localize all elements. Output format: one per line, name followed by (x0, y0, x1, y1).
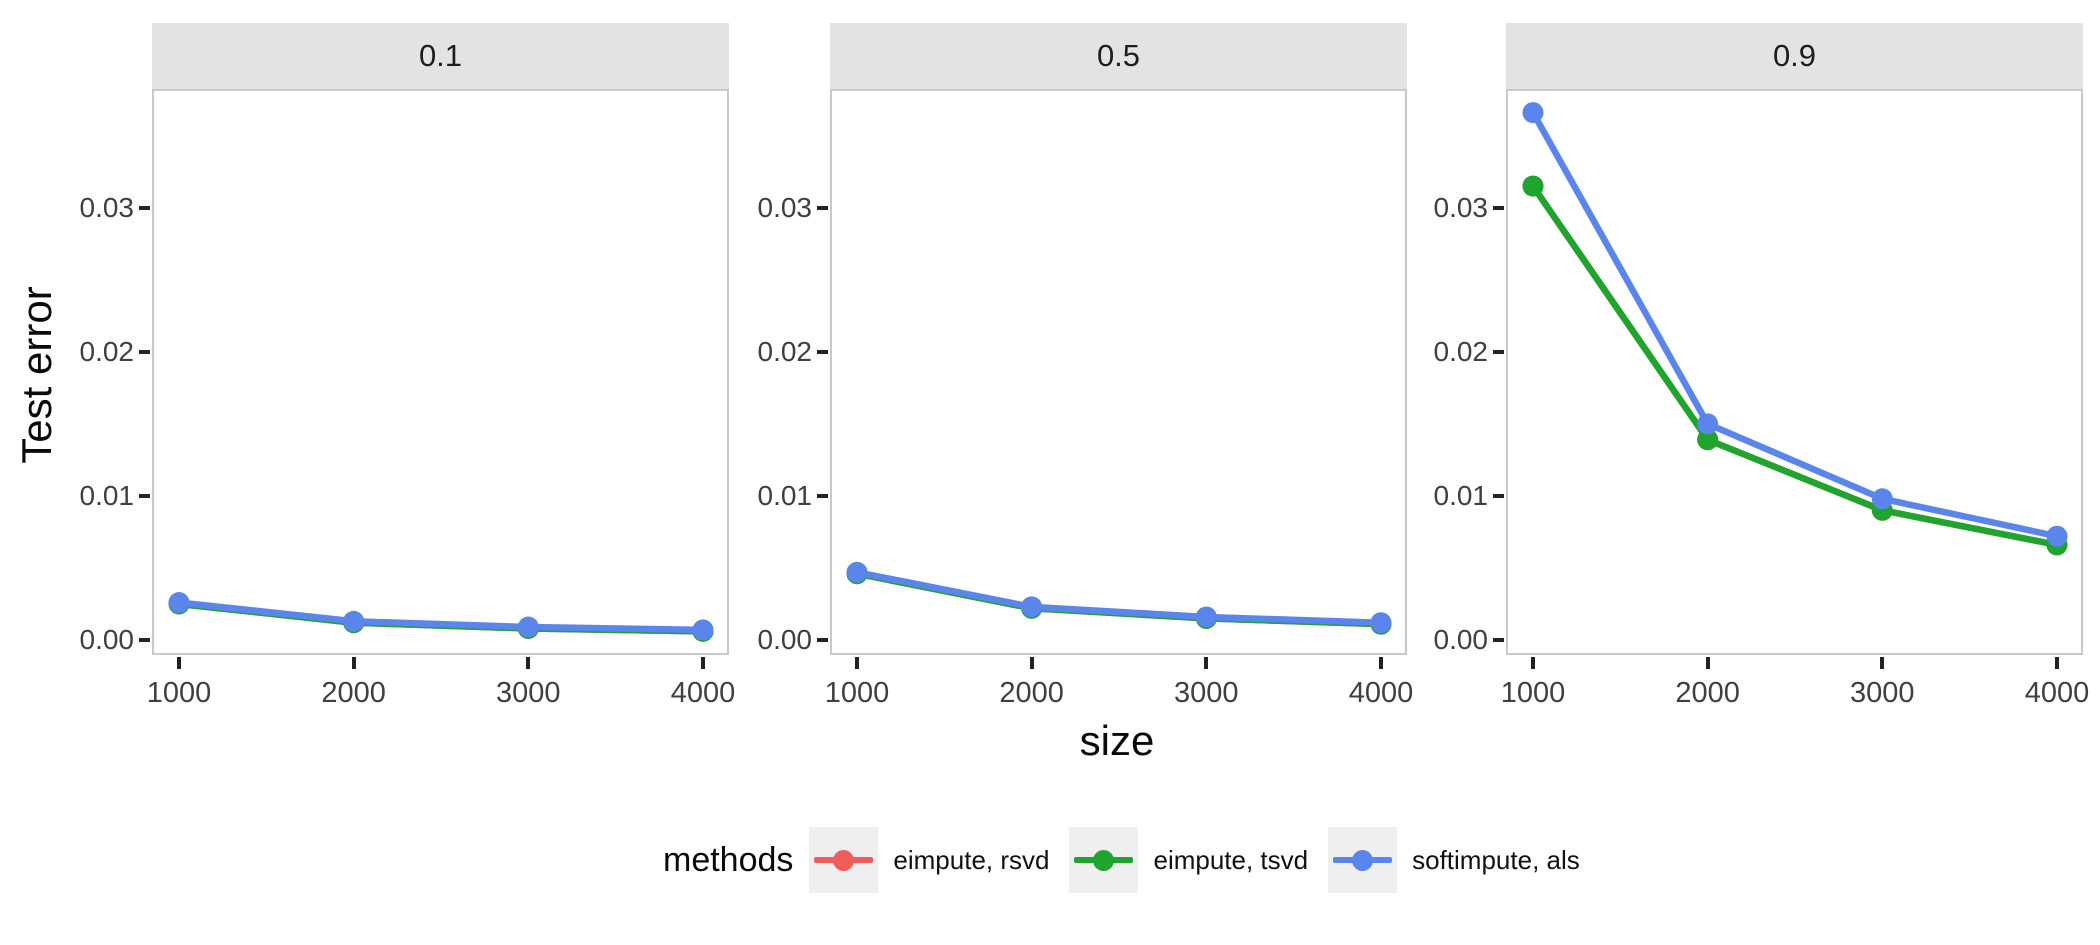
facet-strip: 0.5 (830, 23, 1407, 89)
facet-panel (830, 89, 1407, 655)
y-axis-tick-label: 0.03 (757, 191, 813, 223)
y-axis-tick (1493, 205, 1504, 210)
legend-key (809, 827, 879, 893)
data-point-softimpute-als (343, 610, 365, 632)
data-point-softimpute-als (692, 619, 714, 641)
data-point-softimpute-als (517, 616, 539, 638)
facet-panel (152, 89, 729, 655)
x-axis-tick-label: 3000 (1850, 677, 1915, 709)
x-axis-tick (1705, 657, 1710, 669)
facet-strip-label: 0.9 (1772, 38, 1817, 73)
legend-item: eimpute, tsvd (1069, 827, 1308, 893)
x-axis-tick-label: 4000 (670, 677, 736, 709)
x-axis-tick-label: 2000 (1675, 677, 1740, 709)
y-axis-tick (817, 493, 828, 498)
y-axis-tick-label: 0.00 (79, 624, 135, 655)
facet-plot (168, 592, 714, 642)
y-axis-tick-label: 0.03 (1433, 191, 1489, 223)
y-axis-tick-label: 0.02 (757, 335, 813, 367)
y-axis-tick-label: 0.03 (79, 191, 135, 223)
series-line-softimpute-als (1529, 109, 2061, 540)
y-axis-tick-label: 0.01 (79, 479, 135, 511)
data-point-softimpute-als (1697, 413, 1719, 435)
x-axis-tick-label: 2000 (999, 677, 1064, 709)
legend-title: methods (663, 840, 794, 879)
y-axis-tick (1493, 638, 1504, 642)
data-point-softimpute-als (1871, 488, 1893, 510)
legend-item-label: eimpute, rsvd (893, 844, 1050, 875)
x-axis-tick (855, 657, 859, 669)
legend-key (1069, 827, 1139, 893)
y-axis-tick (1493, 493, 1504, 498)
facet-strip-label: 0.1 (418, 38, 463, 73)
x-axis-tick (351, 657, 356, 669)
x-axis-tick (1378, 657, 1383, 669)
data-point-softimpute-als (846, 561, 868, 583)
x-axis-tick-label: 3000 (496, 677, 561, 709)
facet-strip: 0.9 (1506, 23, 2083, 89)
facet-panel (1506, 89, 2083, 655)
data-point-softimpute-als (1195, 606, 1217, 628)
facet-plot (1522, 102, 2068, 556)
x-axis-tick (1880, 657, 1885, 669)
x-axis-tick-label: 1000 (824, 677, 890, 709)
x-axis-tick-label: 4000 (1348, 677, 1414, 709)
data-point-softimpute-als (1370, 612, 1392, 634)
legend-key (1328, 827, 1398, 893)
series-line-eimpute-rsvd (1529, 182, 2061, 549)
data-point-eimpute-tsvd (1522, 175, 1544, 197)
legend-item: softimpute, als (1328, 827, 1580, 893)
x-axis-tick (1204, 657, 1209, 669)
series-line-eimpute-tsvd (853, 570, 1385, 628)
series-line-softimpute-als (175, 599, 707, 634)
x-axis-tick-label: 4000 (2024, 677, 2090, 709)
facet-plot (846, 561, 1392, 635)
data-point-softimpute-als (1021, 596, 1043, 618)
y-axis-tick (139, 205, 150, 210)
x-axis-title: size (1079, 717, 1155, 764)
facet-strip-label: 0.5 (1096, 38, 1141, 73)
y-axis-tick (1493, 349, 1504, 354)
x-axis-tick (1531, 657, 1535, 669)
data-point-softimpute-als (2046, 525, 2068, 547)
y-axis-tick (139, 493, 150, 498)
series-line-softimpute-als (853, 569, 1385, 626)
x-axis-tick (1029, 657, 1034, 669)
y-axis-tick (817, 205, 828, 210)
x-axis-tick-label: 1000 (146, 677, 212, 709)
x-axis-tick-label: 3000 (1174, 677, 1239, 709)
y-axis-tick-label: 0.00 (757, 624, 813, 655)
legend-key-point-icon (1093, 849, 1115, 871)
legend-item-label: eimpute, tsvd (1153, 844, 1309, 875)
legend-item: eimpute, rsvd (809, 827, 1049, 893)
x-axis-tick-label: 2000 (321, 677, 386, 709)
data-point-softimpute-als (168, 592, 190, 614)
data-point-softimpute-als (1522, 102, 1544, 124)
legend-items: eimpute, rsvd eimpute, tsvd softimpute, al… (809, 827, 1599, 893)
x-axis-tick (2054, 657, 2059, 669)
y-axis-tick (139, 349, 150, 354)
x-axis-tick (177, 657, 181, 669)
y-axis-tick-label: 0.02 (1433, 335, 1489, 367)
legend-key-point-icon (1352, 849, 1374, 871)
y-axis-tick-label: 0.00 (1433, 624, 1489, 655)
facet-strip: 0.1 (152, 23, 729, 89)
y-axis-tick-label: 0.01 (757, 479, 813, 511)
y-axis-tick (139, 638, 150, 642)
data-point-eimpute-tsvd (1697, 429, 1719, 451)
y-axis-tick-label: 0.02 (79, 335, 135, 367)
legend-key-point-icon (833, 849, 855, 871)
y-axis-tick (817, 349, 828, 354)
series-line-eimpute-tsvd (1529, 182, 2061, 549)
y-axis-tick-label: 0.01 (1433, 479, 1489, 511)
legend: methods eimpute, rsvd eimpute, tsvd softim… (663, 825, 1600, 895)
x-axis-tick (700, 657, 705, 669)
legend-item-label: softimpute, als (1412, 844, 1580, 875)
x-axis-tick (526, 657, 531, 669)
x-axis-tick-label: 1000 (1500, 677, 1566, 709)
y-axis-tick (817, 638, 828, 642)
